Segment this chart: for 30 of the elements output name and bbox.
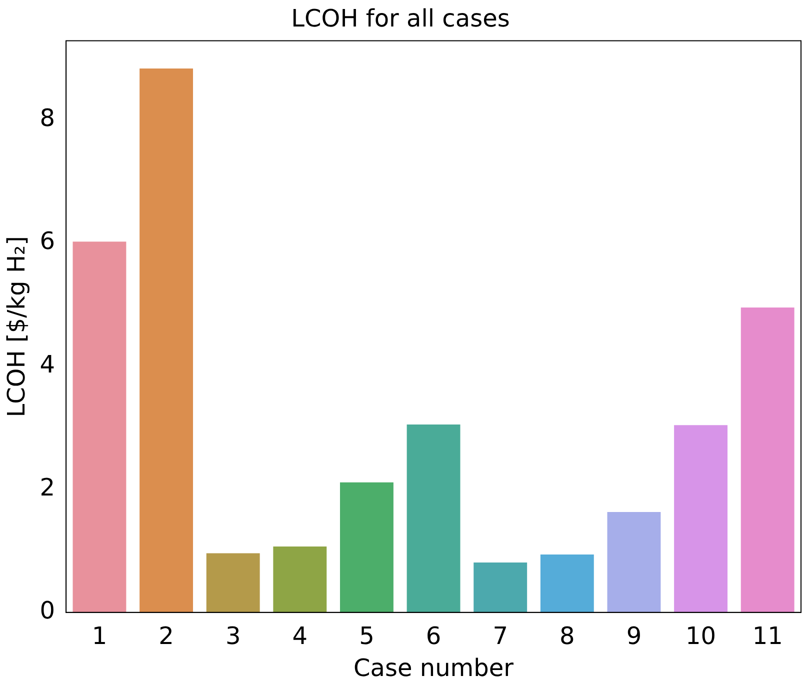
bar (140, 68, 194, 612)
bar (406, 424, 460, 612)
x-tick-label: 6 (426, 622, 442, 650)
x-tick-label: 10 (686, 622, 716, 650)
bar (740, 308, 794, 612)
x-tick-label: 8 (560, 622, 575, 650)
bar (540, 554, 594, 612)
bar (674, 425, 728, 612)
x-tick-label: 11 (752, 622, 783, 650)
x-tick-label: 3 (225, 622, 241, 650)
x-tick-label: 4 (292, 622, 308, 650)
x-tick-label: 1 (92, 622, 108, 650)
bar (273, 546, 327, 612)
x-tick-label: 2 (158, 622, 174, 650)
y-tick-label: 0 (40, 596, 56, 625)
bar (206, 553, 260, 612)
bar (340, 482, 394, 612)
x-tick-label: 7 (492, 622, 508, 650)
y-tick-label: 6 (40, 227, 56, 256)
y-axis-title: LCOH [$/kg H₂] (2, 236, 31, 418)
y-tick-label: 8 (40, 104, 56, 132)
x-tick-label: 9 (626, 622, 642, 650)
x-axis-title: Case number (354, 654, 514, 682)
y-tick-label: 4 (40, 350, 56, 378)
y-tick-label: 2 (40, 473, 56, 502)
bar (474, 562, 528, 612)
x-tick-label: 5 (359, 622, 374, 650)
bar (607, 512, 661, 612)
bar (72, 242, 126, 612)
chart-title: LCOH for all cases (291, 4, 510, 33)
